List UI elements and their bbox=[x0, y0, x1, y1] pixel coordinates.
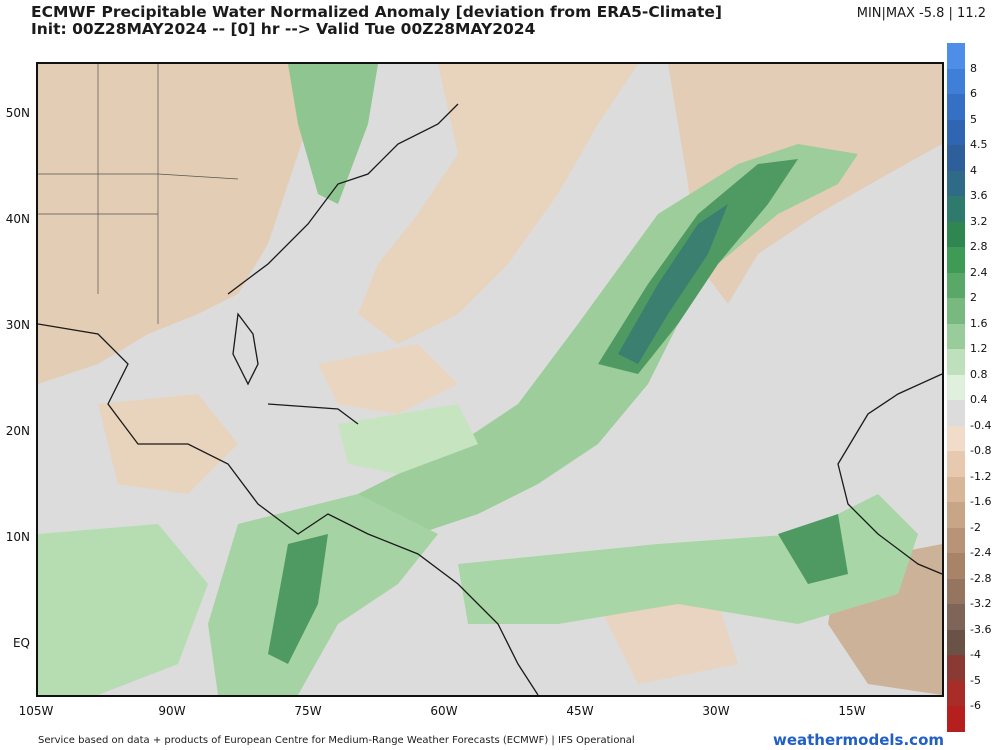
color-swatch bbox=[947, 476, 965, 502]
color-scale-tick: -3.2 bbox=[970, 597, 992, 610]
color-swatch bbox=[947, 604, 965, 630]
title-line-2: Init: 00Z28MAY2024 -- [0] hr --> Valid T… bbox=[31, 20, 536, 38]
lon-label: 75W bbox=[294, 704, 322, 718]
color-swatch bbox=[947, 400, 965, 426]
title-line-1: ECMWF Precipitable Water Normalized Anom… bbox=[31, 3, 722, 21]
color-swatch bbox=[947, 502, 965, 528]
color-swatch bbox=[947, 527, 965, 553]
color-scale-tick: 5 bbox=[970, 112, 977, 126]
color-scale-tick: -2.8 bbox=[970, 571, 992, 585]
lon-label: 105W bbox=[18, 704, 54, 718]
color-scale-tick: 2.4 bbox=[970, 265, 988, 279]
color-scale-tick: 8 bbox=[970, 61, 977, 75]
lon-label: 60W bbox=[430, 704, 458, 718]
color-scale-tick: 3.2 bbox=[970, 214, 988, 228]
color-swatch bbox=[947, 94, 965, 120]
lat-label: 40N bbox=[5, 212, 30, 226]
color-scale-tick: 4 bbox=[970, 163, 977, 177]
color-swatch bbox=[947, 553, 965, 579]
color-swatch bbox=[947, 374, 965, 400]
lat-label: 30N bbox=[5, 318, 30, 332]
color-scale-tick: -5 bbox=[970, 673, 981, 687]
watermark: weathermodels.com bbox=[772, 731, 944, 749]
color-swatch bbox=[947, 706, 965, 732]
color-scale-tick: -2 bbox=[970, 520, 981, 534]
color-scale-tick: 0.8 bbox=[970, 367, 988, 381]
color-scale-tick: -4 bbox=[970, 648, 981, 661]
color-swatch bbox=[947, 170, 965, 196]
anomaly-map bbox=[36, 62, 944, 697]
color-scale-tick: 1.6 bbox=[970, 316, 988, 330]
color-swatch bbox=[947, 119, 965, 145]
color-scale-tick: 4.5 bbox=[970, 138, 988, 151]
data-credit: Service based on data + products of Euro… bbox=[38, 735, 635, 746]
color-swatch bbox=[947, 323, 965, 349]
color-swatch bbox=[947, 247, 965, 273]
color-swatch bbox=[947, 221, 965, 247]
color-swatch bbox=[947, 43, 965, 69]
color-scale-tick: -1.2 bbox=[970, 469, 992, 483]
color-swatch bbox=[947, 196, 965, 222]
chart-title: ECMWF Precipitable Water Normalized Anom… bbox=[31, 4, 722, 38]
color-scale-tick: -1.6 bbox=[970, 495, 992, 508]
color-scale-tick: 1.2 bbox=[970, 342, 988, 355]
color-swatch bbox=[947, 349, 965, 375]
color-swatch bbox=[947, 655, 965, 681]
map-canvas bbox=[38, 64, 942, 695]
lon-label: 15W bbox=[838, 704, 866, 718]
lat-label: EQ bbox=[12, 636, 30, 650]
color-swatch bbox=[947, 145, 965, 171]
color-swatch bbox=[947, 298, 965, 324]
lat-label: 20N bbox=[5, 424, 30, 438]
lon-label: 45W bbox=[566, 704, 594, 718]
lat-label: 50N bbox=[5, 106, 30, 120]
color-scale-tick: 3.6 bbox=[970, 189, 988, 202]
color-scale-tick: -2.4 bbox=[970, 546, 992, 559]
min-max-readout: MIN|MAX -5.8 | 11.2 bbox=[856, 6, 986, 21]
color-scale-tick: -0.4 bbox=[970, 418, 992, 432]
color-scale-bar bbox=[947, 43, 965, 732]
lon-label: 30W bbox=[702, 704, 730, 718]
color-swatch bbox=[947, 629, 965, 655]
color-scale-tick: 6 bbox=[970, 87, 977, 100]
lon-label: 90W bbox=[158, 704, 186, 718]
color-scale-tick: -0.8 bbox=[970, 444, 992, 457]
color-scale-tick: 2 bbox=[970, 291, 977, 304]
color-swatch bbox=[947, 425, 965, 451]
color-swatch bbox=[947, 272, 965, 298]
lat-label: 10N bbox=[5, 530, 30, 544]
color-scale-tick: 0.4 bbox=[970, 393, 988, 406]
color-scale-tick: -6 bbox=[970, 699, 981, 712]
color-scale-tick: 2.8 bbox=[970, 240, 988, 253]
color-swatch bbox=[947, 578, 965, 604]
color-scale-tick: -3.6 bbox=[970, 622, 992, 636]
color-swatch bbox=[947, 680, 965, 706]
color-swatch bbox=[947, 451, 965, 477]
color-swatch bbox=[947, 68, 965, 94]
